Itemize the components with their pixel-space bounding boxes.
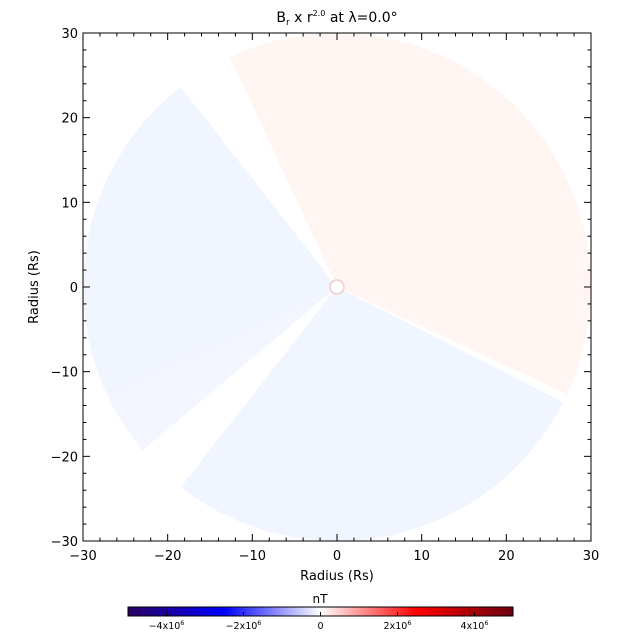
y-tick-label: 10 [61,196,78,211]
x-tick-label: 10 [413,549,430,564]
x-tick-label: −20 [154,549,181,564]
y-tick-label: −20 [51,450,78,465]
colorbar-tick-label: 2x106 [384,619,412,632]
x-axis-label: Radius (Rs) [300,569,374,584]
y-tick-label: −30 [51,535,78,550]
x-tick-label: 30 [583,549,600,564]
inner-boundary [329,279,345,295]
sector-negative-sector-lower [180,287,564,541]
inner-boundary-disc [329,279,345,295]
chart-title: Br x r2.0 at λ=0.0° [276,9,397,28]
colorbar-label: nT [313,592,329,606]
colorbar-tick-label: 4x106 [461,619,489,632]
y-axis-label: Radius (Rs) [27,250,42,324]
sector-negative-sector-lower-left [106,287,337,451]
heatmap-field [83,33,591,541]
y-tick-label: 0 [70,281,78,296]
colorbar-tick-label: 0 [317,621,323,632]
sector-positive-sector [229,33,591,395]
sector-negative-sector-upper-left [83,86,337,395]
y-tick-label: −10 [51,366,78,381]
colorbar-tick-label: −4x106 [149,619,185,632]
colorbar-tick-label: −2x106 [226,619,262,632]
x-tick-label: 20 [498,549,515,564]
x-tick-label: −10 [239,549,266,564]
axis-ticks [82,32,592,542]
x-tick-label: 0 [333,549,341,564]
y-tick-label: 30 [61,27,78,42]
x-tick-label: −30 [69,549,96,564]
y-tick-label: 20 [61,112,78,127]
axis-tick-labels: −30 −20 −10 0 10 20 30 −30 −20 −10 0 10 20 30 [51,27,600,564]
colorbar-ticks: −4x106 −2x106 0 2x106 4x106 [149,612,489,632]
